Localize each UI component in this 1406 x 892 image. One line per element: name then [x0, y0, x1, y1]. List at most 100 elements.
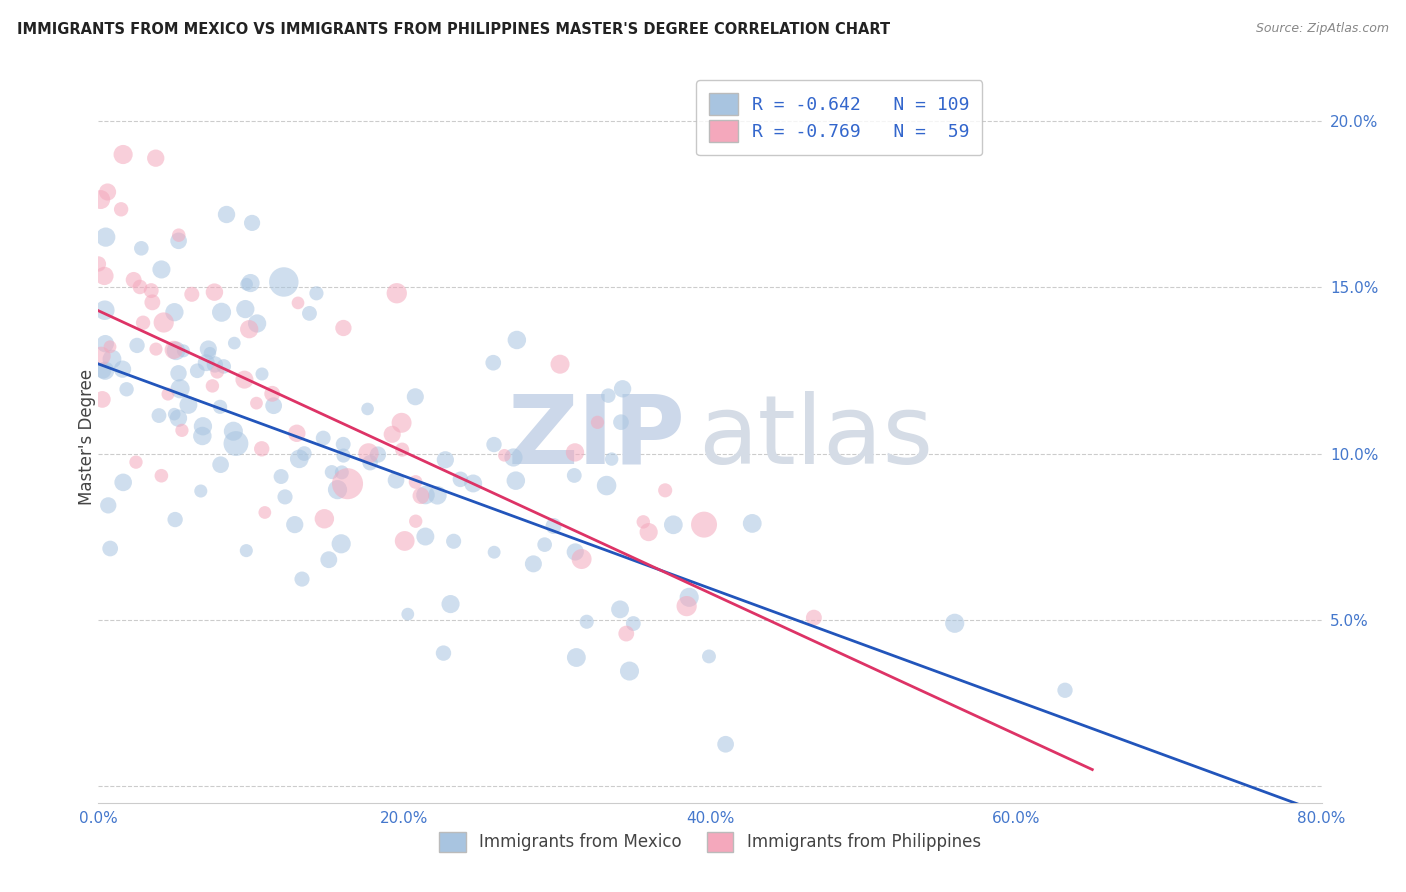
Point [621, 616, 644, 631]
Point [197, 342, 219, 356]
Point [250, 442, 273, 456]
Point [167, 234, 190, 248]
Point [426, 488, 449, 502]
Point [298, 306, 321, 320]
Point [367, 448, 389, 462]
Y-axis label: Master's Degree: Master's Degree [79, 369, 96, 505]
Point [494, 448, 516, 462]
Point [287, 296, 309, 310]
Point [612, 382, 634, 396]
Point [122, 273, 145, 287]
Text: Source: ZipAtlas.com: Source: ZipAtlas.com [1256, 22, 1389, 36]
Point [180, 287, 202, 301]
Text: IMMIGRANTS FROM MEXICO VS IMMIGRANTS FROM PHILIPPINES MASTER'S DEGREE CORRELATIO: IMMIGRANTS FROM MEXICO VS IMMIGRANTS FRO… [17, 22, 890, 37]
Point [262, 386, 284, 401]
Point [190, 483, 212, 498]
Point [270, 469, 292, 483]
Point [215, 207, 238, 221]
Point [96, 185, 118, 199]
Point [693, 517, 716, 532]
Text: ZIP: ZIP [508, 391, 686, 483]
Point [87, 257, 110, 271]
Point [145, 151, 167, 165]
Point [439, 597, 461, 611]
Point [482, 356, 505, 370]
Point [152, 316, 174, 330]
Point [274, 490, 297, 504]
Point [198, 346, 221, 360]
Point [394, 533, 416, 548]
Point [357, 446, 380, 460]
Point [90, 193, 112, 207]
Point [240, 216, 263, 230]
Point [697, 649, 720, 664]
Point [482, 545, 505, 559]
Point [222, 424, 245, 438]
Point [167, 366, 190, 380]
Point [463, 476, 485, 491]
Point [209, 400, 232, 414]
Point [741, 516, 763, 531]
Point [326, 483, 349, 497]
Point [330, 466, 353, 480]
Point [415, 529, 437, 543]
Point [404, 390, 426, 404]
Point [662, 517, 685, 532]
Point [505, 474, 527, 488]
Point [125, 338, 148, 352]
Point [97, 499, 120, 513]
Point [169, 382, 191, 396]
Point [609, 602, 631, 616]
Point [205, 365, 228, 379]
Point [273, 275, 295, 289]
Point [246, 317, 269, 331]
Point [564, 545, 586, 559]
Point [211, 305, 233, 319]
Point [225, 436, 247, 450]
Point [170, 423, 193, 437]
Point [359, 456, 381, 470]
Point [506, 333, 529, 347]
Point [391, 416, 413, 430]
Point [385, 286, 408, 301]
Point [112, 475, 135, 490]
Point [212, 359, 235, 374]
Point [610, 415, 633, 429]
Point [148, 409, 170, 423]
Point [482, 437, 505, 451]
Point [115, 382, 138, 396]
Point [396, 607, 419, 622]
Point [141, 284, 163, 298]
Point [586, 415, 609, 429]
Point [250, 367, 273, 381]
Point [443, 534, 465, 549]
Point [678, 591, 700, 605]
Point [165, 512, 187, 526]
Point [209, 458, 232, 472]
Point [714, 737, 737, 751]
Point [195, 356, 218, 370]
Point [533, 538, 555, 552]
Legend: Immigrants from Mexico, Immigrants from Philippines: Immigrants from Mexico, Immigrants from … [430, 823, 990, 860]
Point [565, 650, 588, 665]
Point [163, 407, 186, 421]
Point [224, 336, 246, 351]
Point [233, 302, 256, 317]
Point [321, 465, 343, 479]
Point [332, 321, 354, 335]
Point [91, 364, 114, 378]
Point [150, 468, 173, 483]
Point [943, 616, 966, 631]
Point [163, 305, 186, 319]
Point [415, 488, 437, 502]
Point [356, 401, 378, 416]
Point [263, 399, 285, 413]
Point [548, 357, 571, 371]
Point [112, 147, 135, 161]
Point [204, 358, 226, 372]
Point [233, 373, 256, 387]
Point [186, 364, 208, 378]
Point [381, 427, 404, 442]
Point [167, 228, 190, 243]
Point [177, 398, 200, 412]
